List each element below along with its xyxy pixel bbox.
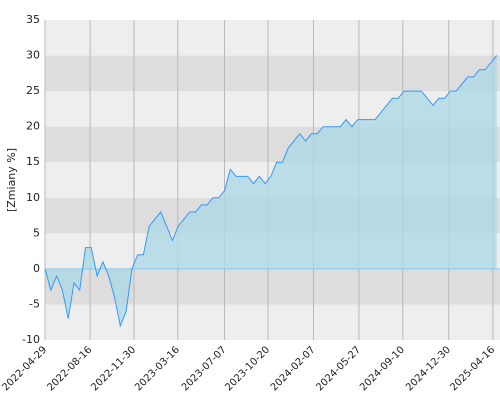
y-tick-label: 10 [26,191,40,204]
x-tick-label: 2023-10-20 [223,344,272,393]
y-tick-label: 25 [26,84,40,97]
y-tick-label: 15 [26,155,40,168]
y-tick-label: 35 [26,13,40,26]
y-axis-label: [Zmiany %] [5,148,18,212]
series-line [44,55,498,328]
x-tick-label: 2024-09-10 [358,344,407,393]
x-tick-label: 2022-08-16 [45,344,94,393]
y-tick-label: 30 [26,49,40,62]
y-tick-label: 20 [26,120,40,133]
y-tick-label: 5 [33,226,40,239]
area-fill [45,55,497,326]
x-tick-label: 2024-05-27 [314,344,363,393]
x-tick-label: 2023-03-16 [133,344,182,393]
x-tick-label: 2024-02-07 [269,344,318,393]
y-tick-label: -5 [29,297,40,310]
x-tick-label: 2022-11-30 [89,344,138,393]
y-tick-label: -10 [22,333,40,346]
grid-band [45,304,500,340]
x-tick-label: 2022-04-29 [0,344,49,393]
x-tick-label: 2025-04-16 [448,344,497,393]
y-tick-label: 0 [33,262,40,275]
grid-band [45,20,500,56]
grid-band [45,55,500,92]
x-tick-label: 2023-07-07 [180,344,229,393]
x-tick-label: 2024-12-30 [404,344,453,393]
